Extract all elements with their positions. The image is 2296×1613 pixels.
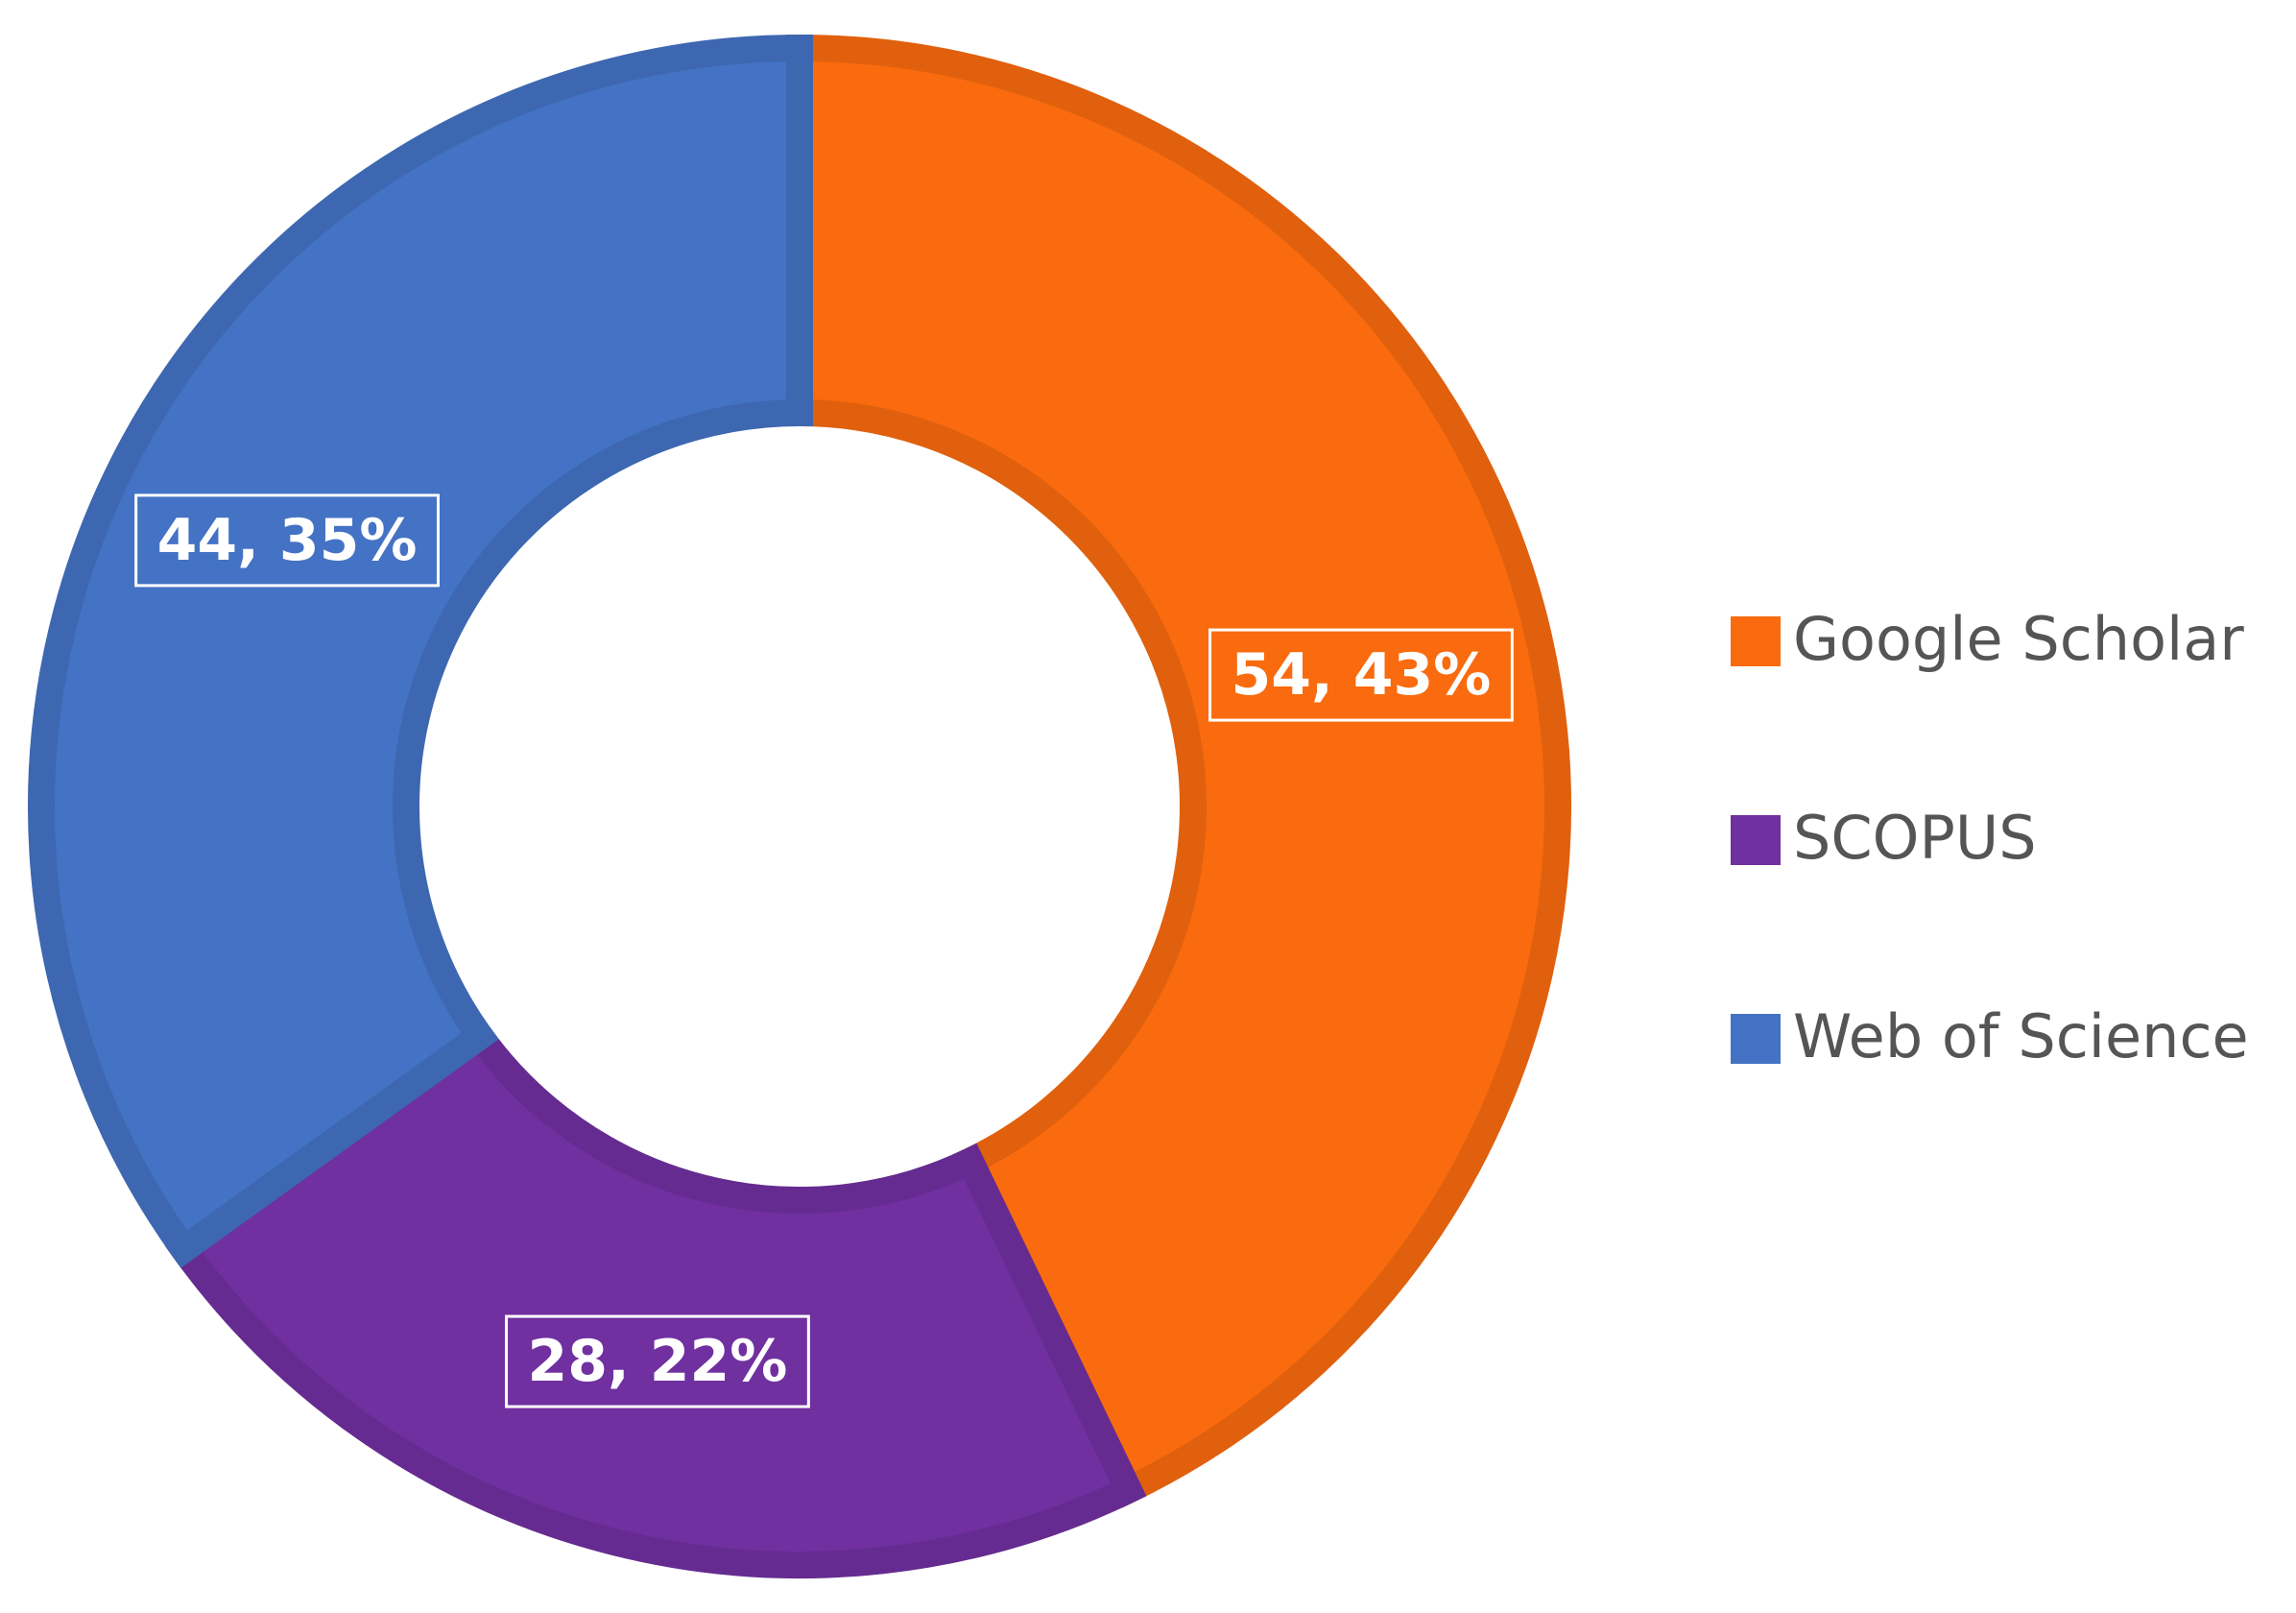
- legend: Google Scholar SCOPUS Web of Science: [1731, 604, 2249, 1071]
- data-label: 28, 22%: [528, 1328, 788, 1395]
- donut-slice: [28, 34, 813, 1268]
- donut-slice: [165, 1017, 1147, 1578]
- legend-swatch: [1731, 616, 1781, 666]
- data-label: 44, 35%: [157, 507, 418, 574]
- data-label-box: [1208, 628, 1514, 722]
- donut-slice: [786, 34, 1572, 1508]
- legend-swatch: [1731, 1014, 1781, 1064]
- data-label-box: [505, 1314, 810, 1408]
- data-label-box: [134, 494, 440, 588]
- data-label: 54, 43%: [1232, 641, 1492, 709]
- data-labels: 54, 43% 28, 22% 44, 35%: [134, 494, 1514, 1408]
- slices: [28, 34, 1572, 1578]
- legend-label: Web of Science: [1793, 1001, 2249, 1071]
- legend-swatch: [1731, 815, 1781, 865]
- legend-label: Google Scholar: [1793, 604, 2244, 674]
- legend-label: SCOPUS: [1793, 803, 2037, 873]
